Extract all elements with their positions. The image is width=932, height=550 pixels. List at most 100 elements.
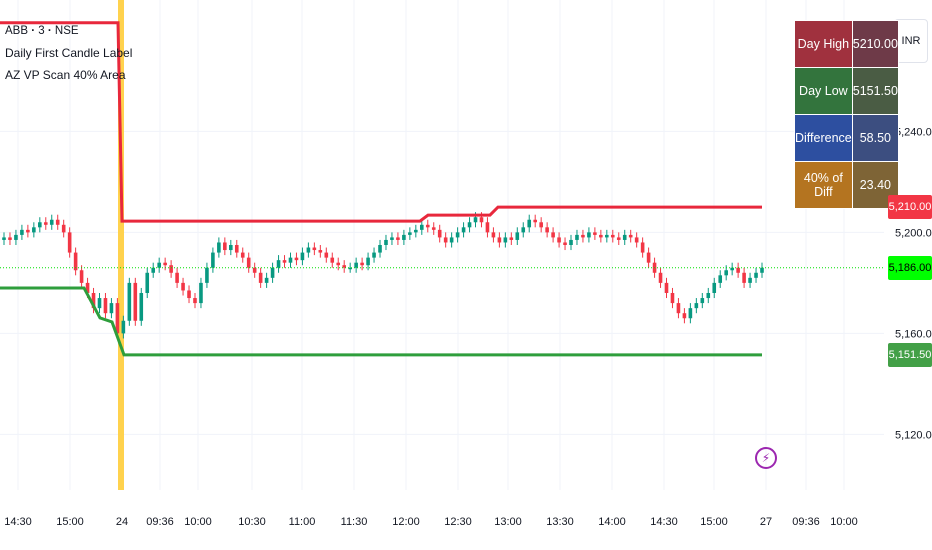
x-tick-label: 09:36 bbox=[792, 516, 820, 528]
x-tick-label: 09:36 bbox=[146, 516, 174, 528]
candle-body bbox=[396, 237, 400, 240]
candle-body bbox=[491, 232, 496, 238]
candle-body bbox=[688, 308, 693, 319]
candle-body bbox=[664, 282, 669, 293]
x-tick-label: 24 bbox=[116, 516, 128, 528]
candle-body bbox=[282, 260, 287, 263]
candle-body bbox=[276, 260, 281, 268]
candle-body bbox=[330, 257, 335, 263]
stats-value: 5210.00 bbox=[851, 20, 899, 68]
candle-body bbox=[593, 232, 597, 235]
x-tick-label: 14:00 bbox=[598, 516, 626, 528]
candle-body bbox=[229, 245, 233, 251]
candle-body bbox=[324, 252, 329, 258]
candle-body bbox=[312, 247, 317, 251]
candle-body bbox=[575, 234, 579, 240]
candle-body bbox=[175, 272, 179, 283]
candle-body bbox=[700, 298, 705, 304]
candle-body bbox=[724, 270, 728, 276]
x-tick-label: 12:00 bbox=[392, 516, 420, 528]
candle-body bbox=[360, 262, 364, 266]
candle-body bbox=[408, 232, 412, 235]
candle-body bbox=[425, 224, 430, 228]
candle-body bbox=[616, 237, 621, 240]
candle-body bbox=[151, 267, 156, 273]
candle-body bbox=[527, 219, 532, 228]
candle-body bbox=[79, 270, 84, 283]
candles bbox=[2, 212, 764, 339]
candle-body bbox=[187, 290, 191, 299]
candle-body bbox=[390, 237, 394, 240]
candle-body bbox=[115, 303, 120, 334]
candle-body bbox=[694, 303, 699, 309]
x-tick-label: 12:30 bbox=[444, 516, 472, 528]
x-tick-label: 13:00 bbox=[494, 516, 522, 528]
x-tick-label: 11:00 bbox=[289, 516, 316, 528]
candle-body bbox=[294, 257, 299, 261]
candle-body bbox=[211, 252, 215, 268]
x-tick-label: 15:00 bbox=[700, 516, 728, 528]
candle-body bbox=[533, 219, 537, 223]
legend-indicator-vp-scan[interactable]: AZ VP Scan 40% Area bbox=[5, 68, 126, 82]
candle-body bbox=[431, 227, 436, 230]
stats-label: Day Low bbox=[794, 67, 853, 115]
candle-body bbox=[551, 232, 555, 238]
candle-body bbox=[563, 242, 567, 245]
candle-body bbox=[205, 267, 209, 283]
day-high-line bbox=[0, 21, 762, 223]
stats-row-difference: Difference 58.50 bbox=[794, 114, 899, 162]
candle-body bbox=[557, 237, 561, 243]
candle-body bbox=[610, 234, 615, 238]
candle-body bbox=[43, 222, 48, 225]
candle-body bbox=[342, 265, 347, 268]
candle-body bbox=[443, 237, 448, 243]
candle-body bbox=[38, 222, 42, 228]
candle-body bbox=[163, 262, 167, 266]
candle-body bbox=[73, 252, 78, 271]
candle-body bbox=[55, 219, 60, 225]
candle-body bbox=[437, 229, 442, 238]
candle-body bbox=[634, 237, 639, 243]
session-start-marker bbox=[118, 0, 124, 490]
candle-body bbox=[587, 232, 591, 238]
candle-body bbox=[515, 232, 520, 240]
candle-body bbox=[682, 313, 687, 319]
candle-body bbox=[497, 237, 502, 243]
candle-body bbox=[670, 292, 675, 304]
x-tick-label: 14:30 bbox=[4, 516, 32, 528]
stats-label: 40% of Diff bbox=[794, 161, 853, 209]
candle-body bbox=[97, 298, 102, 309]
candle-body bbox=[145, 272, 150, 293]
x-tick-label: 11:30 bbox=[341, 516, 368, 528]
candle-body bbox=[26, 229, 30, 233]
candle-body bbox=[509, 237, 514, 240]
candle-body bbox=[754, 272, 758, 278]
currency-button[interactable]: INR bbox=[894, 19, 928, 63]
candle-body bbox=[193, 298, 197, 304]
legend-indicator-first-candle[interactable]: Daily First Candle Label bbox=[5, 46, 133, 60]
candle-body bbox=[61, 224, 66, 233]
candle-body bbox=[676, 303, 681, 314]
candle-body bbox=[246, 257, 251, 268]
candle-body bbox=[157, 262, 161, 268]
candle-body bbox=[479, 217, 484, 223]
candle-body bbox=[449, 237, 454, 243]
candle-body bbox=[133, 282, 138, 321]
lightning-icon[interactable]: ⚡ bbox=[755, 447, 777, 469]
candle-body bbox=[223, 242, 227, 251]
stats-label: Difference bbox=[794, 114, 853, 162]
candle-body bbox=[366, 257, 370, 266]
candle-body bbox=[628, 234, 633, 238]
x-tick-label: 10:00 bbox=[184, 516, 212, 528]
candle-body bbox=[199, 282, 203, 304]
candle-body bbox=[2, 237, 6, 240]
candle-body bbox=[748, 277, 752, 283]
y-tick-label: 5,120.00 bbox=[895, 429, 932, 441]
legend-symbol[interactable]: ABB · 3 · NSE bbox=[5, 25, 79, 37]
candle-body bbox=[234, 245, 239, 253]
candle-body bbox=[181, 282, 185, 291]
x-tick-label: 14:30 bbox=[650, 516, 678, 528]
candle-body bbox=[760, 267, 764, 273]
y-tick-label: 5,160.00 bbox=[895, 328, 932, 340]
